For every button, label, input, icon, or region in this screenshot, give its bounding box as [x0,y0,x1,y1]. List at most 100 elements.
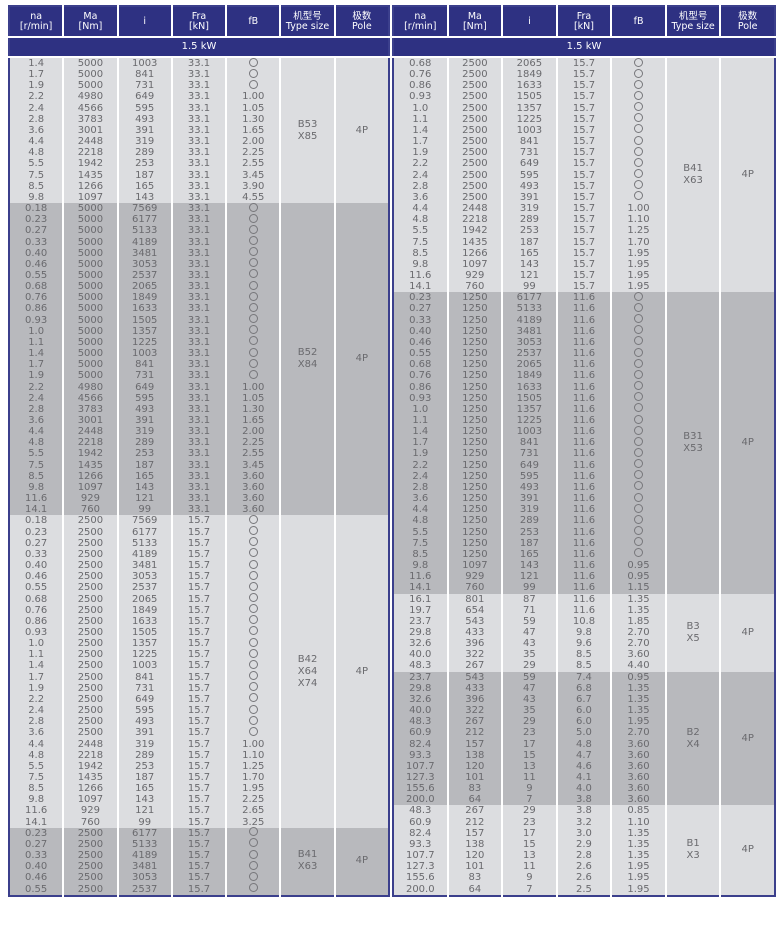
cell-fb: 0.95 [610,571,666,583]
cell-na: 14.1 [393,281,448,293]
cell-ratio: 493 [501,481,557,494]
circle-icon [248,68,258,78]
cell-type-size: B31 X53 [664,292,721,594]
cell-ma: 760 [62,816,118,828]
table-row: 48.3 267 29 8.5 4.40 [393,660,775,672]
table-row: 1.1 2500 1225 15.7 [393,113,775,125]
cell-na: 7.5 [393,537,448,549]
cell-ma: 1942 [446,225,503,237]
cell-na: 82.4 [393,738,448,750]
table-row: 29.8 433 47 6.8 1.35 [393,682,775,694]
cell-ma: 1250 [446,437,503,449]
cell-ma: 5000 [62,325,118,337]
header-pole-line: Pole [737,20,758,32]
cell-fra: 33.1 [170,57,227,70]
cell-na: 2.2 [9,91,64,103]
header-na-line: [r/min] [19,20,53,32]
cell-ma: 2500 [446,113,503,125]
table-row: 0.86 1250 1633 11.6 [393,381,775,393]
cell-ma: 5000 [62,370,118,382]
cell-na: 2.8 [9,716,64,728]
cell-ma: 2500 [62,883,118,896]
cell-na: 1.4 [9,348,64,360]
table-row: 0.46 1250 3053 11.6 [393,336,775,349]
cell-ratio: 187 [116,772,172,784]
cell-ratio: 1849 [501,370,557,382]
table-row: 1.1 2500 1225 15.7 [9,648,389,661]
table-row: 4.4 2448 319 33.1 2.00 [9,136,389,148]
circle-icon [248,693,258,703]
cell-ma: 1250 [446,314,503,326]
cell-fra: 33.1 [170,336,227,349]
cell-fra: 33.1 [170,102,227,114]
cell-na: 9.8 [393,258,448,270]
circle-icon [634,447,644,457]
circle-icon [634,336,644,346]
cell-na: 7.5 [9,772,64,784]
cell-fra: 7.4 [555,671,612,683]
cell-fra: 33.1 [170,459,227,471]
table-row: 1.0 2500 1357 15.7 [9,637,389,650]
cell-fra: 3.8 [555,805,612,817]
cell-na: 1.9 [393,147,448,159]
cell-ratio: 15 [501,838,557,851]
cell-fra: 15.7 [170,783,227,795]
cell-fb: 3.60 [225,504,281,516]
cell-ratio: 493 [116,403,172,415]
cell-type-size: B42 X64 X74 [279,515,335,828]
type-size-line: X64 [297,665,318,677]
cell-ma: 760 [446,582,503,594]
table-row: 48.3 267 29 3.8 0.85 B1 X3 4P [393,805,775,896]
table-row: 8.5 1266 165 15.7 1.95 [9,783,389,795]
cell-ratio: 319 [116,426,172,438]
cell-ratio: 289 [116,147,172,159]
cell-fra: 15.7 [555,80,612,92]
cell-ma: 1250 [446,526,503,538]
cell-ratio: 841 [116,69,172,81]
cell-na: 0.27 [9,838,64,851]
cell-fb: 1.95 [610,883,666,896]
cell-fb: 1.95 [610,716,666,728]
cell-type-size: B41 X63 [664,57,721,293]
type-size-line: B31 [683,430,703,442]
cell-fra: 3.2 [555,816,612,828]
table-row: 9.8 1097 143 15.7 2.25 [9,794,389,806]
cell-ma: 3783 [62,113,118,125]
header-ratio: i [116,6,172,38]
cell-fb [225,269,281,282]
table-row: 5.5 1942 253 15.7 1.25 [9,760,389,772]
cell-ratio: 4189 [116,850,172,862]
cell-fra: 15.7 [170,626,227,639]
cell-fb: 2.00 [225,136,281,148]
cell-ma: 5000 [62,69,118,81]
circle-icon [248,291,258,301]
circle-icon [248,280,258,290]
cell-na: 1.0 [393,102,448,114]
cell-ratio: 289 [501,214,557,226]
cell-ratio: 3481 [501,325,557,337]
cell-ma: 322 [446,649,503,661]
cell-ratio: 493 [116,716,172,728]
table-row: 0.68 2500 2065 15.7 B41 X63 4P [393,57,775,293]
cell-ma: 267 [446,716,503,728]
circle-icon [634,414,644,424]
circle-icon [248,302,258,312]
cell-ratio: 187 [116,169,172,181]
cell-ma: 1250 [446,470,503,482]
cell-ma: 157 [446,738,503,750]
cell-fb: 3.45 [225,169,281,181]
cell-ma: 433 [446,626,503,639]
cell-ratio: 1357 [501,102,557,114]
cell-ma: 2218 [62,749,118,761]
header-ratio: i [501,6,557,38]
table-row: 4.4 2448 319 33.1 2.00 [9,426,389,438]
table-row: 11.6 929 121 15.7 1.95 [393,269,775,282]
cell-fb [225,682,281,694]
cell-na: 2.8 [9,113,64,125]
cell-ratio: 1357 [116,325,172,337]
cell-ratio: 23 [501,816,557,828]
cell-na: 48.3 [393,805,448,817]
cell-fb [610,481,666,494]
table-row: 7.5 1435 187 33.1 3.45 [9,169,389,181]
table-row: 8.5 1266 165 33.1 3.90 [9,180,389,192]
